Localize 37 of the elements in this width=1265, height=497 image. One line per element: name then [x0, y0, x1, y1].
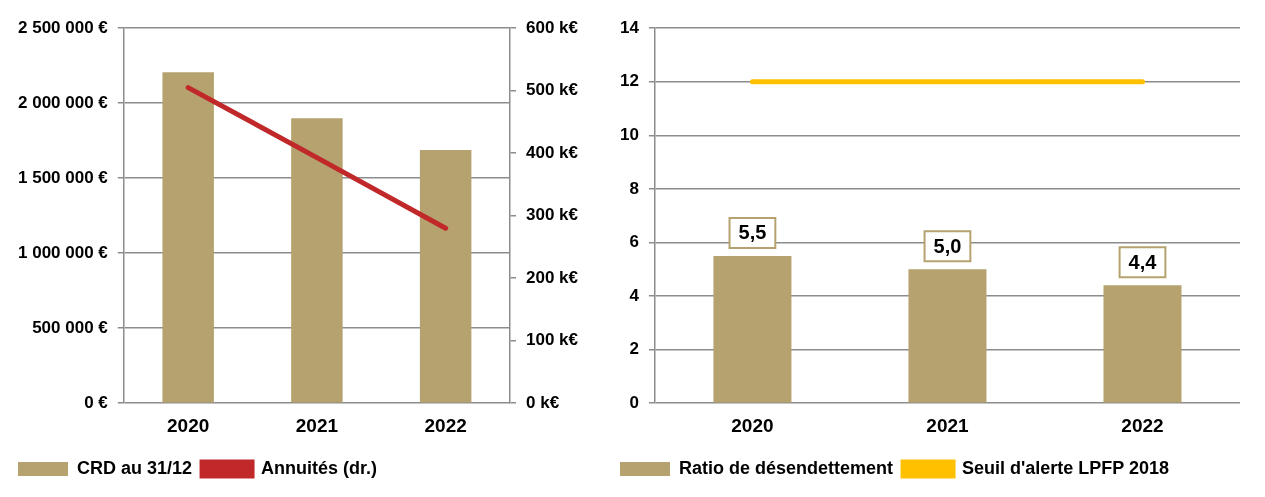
y-tick-label: 1 500 000 €	[17, 167, 109, 187]
data-label: 4,4	[1128, 250, 1158, 273]
y-tick-label: 2 000 000 €	[17, 92, 109, 112]
y-tick-label: 4	[629, 285, 640, 305]
y-tick-label: 6	[629, 232, 639, 252]
x-tick-label: 2020	[167, 414, 210, 436]
legend-label: CRD au 31/12	[77, 457, 193, 478]
y2-tick-label: 200 k€	[526, 267, 579, 287]
bar	[419, 150, 472, 403]
y2-tick-label: 600 k€	[526, 17, 579, 37]
x-tick-label: 2021	[295, 414, 339, 436]
x-tick-label: 2021	[926, 414, 970, 436]
legend-label: Ratio de désendettement	[679, 457, 894, 478]
bar	[162, 72, 214, 403]
data-label: 5,0	[933, 234, 962, 257]
y2-tick-label: 300 k€	[526, 205, 579, 225]
y-tick-label: 8	[629, 178, 639, 198]
y2-tick-label: 100 k€	[526, 330, 579, 350]
y-tick-label: 500 000 €	[32, 317, 109, 337]
legend-label: Seuil d'alerte LPFP 2018	[962, 457, 1170, 478]
y-tick-label: 2 500 000 €	[17, 17, 109, 37]
y-tick-label: 0	[629, 392, 639, 412]
y2-tick-label: 400 k€	[526, 142, 579, 162]
y-tick-label: 10	[619, 125, 639, 145]
bar	[291, 118, 343, 403]
x-tick-label: 2022	[424, 414, 467, 436]
y2-tick-label: 0 k€	[526, 392, 560, 412]
x-tick-label: 2020	[731, 414, 774, 436]
data-label: 5,5	[738, 221, 767, 244]
y-tick-label: 0 €	[84, 392, 109, 412]
x-tick-label: 2022	[1121, 414, 1164, 436]
y-tick-label: 14	[619, 17, 640, 37]
legend-label: Annuités (dr.)	[261, 457, 378, 478]
y-tick-label: 12	[619, 71, 639, 91]
y-tick-label: 1 000 000 €	[17, 242, 109, 262]
y-tick-label: 2	[629, 339, 639, 359]
y2-tick-label: 500 k€	[526, 80, 579, 100]
